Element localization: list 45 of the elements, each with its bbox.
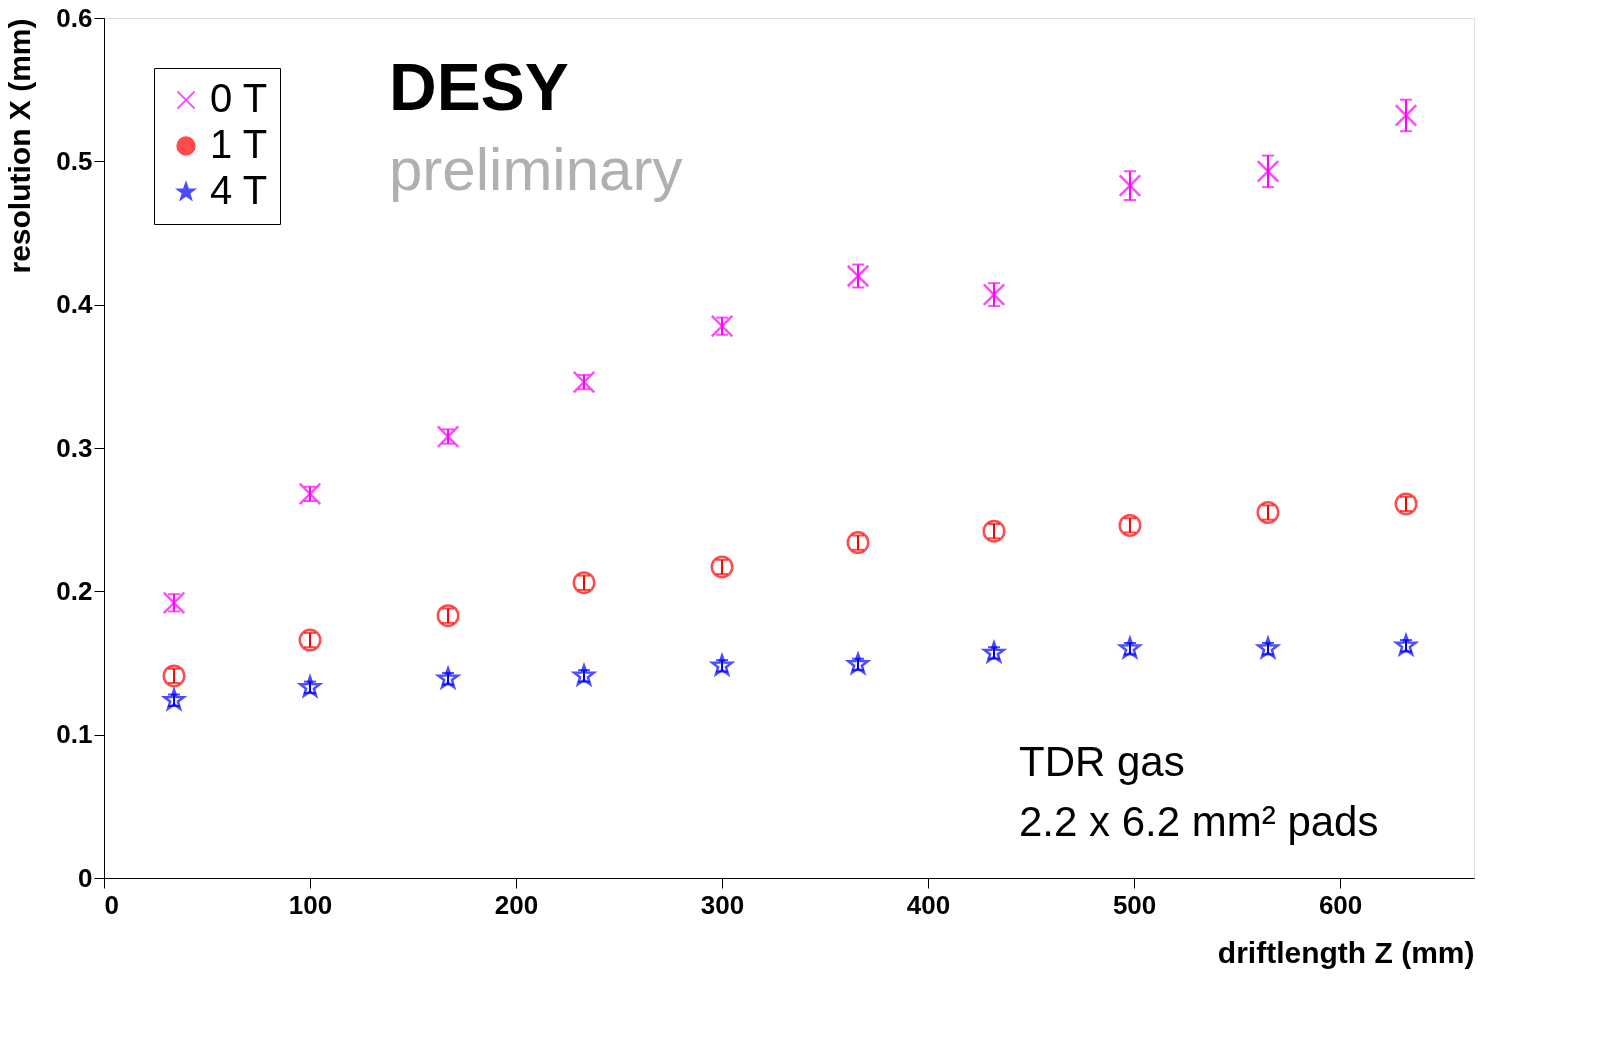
point	[1394, 492, 1418, 516]
point	[1118, 513, 1142, 537]
y-tick-label: 0	[78, 862, 93, 893]
point	[162, 664, 186, 688]
point	[1256, 159, 1280, 183]
legend-label: 4 T	[210, 168, 268, 212]
point	[572, 571, 596, 595]
point	[161, 686, 188, 712]
x-tick-label: 500	[1112, 889, 1157, 920]
y-axis-title: resolution X (mm)	[3, 18, 37, 274]
annotation: TDR gas	[1019, 738, 1185, 785]
y-tick-label: 0.3	[56, 432, 93, 463]
x-tick-label: 200	[494, 889, 539, 920]
point	[436, 604, 460, 628]
point	[1256, 501, 1280, 524]
point	[710, 555, 734, 579]
x-tick-label: 600	[1318, 889, 1363, 920]
y-tick-label: 0.5	[56, 145, 93, 176]
x-tick-label: 400	[906, 889, 951, 920]
legend-label: 0 T	[210, 76, 268, 120]
point	[846, 531, 870, 555]
legend-label: 1 T	[210, 122, 268, 166]
point	[1394, 103, 1418, 127]
point	[436, 425, 460, 449]
x-tick-label: 100	[288, 889, 333, 920]
point	[982, 283, 1006, 307]
point	[846, 264, 870, 288]
point	[572, 370, 596, 394]
y-tick-label: 0.4	[56, 289, 94, 320]
point	[298, 482, 322, 506]
y-tick-label: 0.1	[56, 719, 93, 750]
point	[162, 591, 186, 615]
annotation: 2.2 x 6.2 mm² pads	[1019, 798, 1379, 845]
point	[1118, 174, 1142, 198]
annotation: preliminary	[389, 136, 683, 203]
y-tick-label: 0.2	[56, 575, 93, 606]
x-tick-label: 0	[104, 889, 119, 920]
x-tick-label: 300	[700, 889, 745, 920]
x-axis-title: driftlength Z (mm)	[1217, 935, 1475, 969]
point	[710, 314, 734, 338]
point	[435, 665, 462, 691]
point	[982, 519, 1006, 543]
y-tick-label: 0.6	[56, 2, 93, 33]
point	[298, 628, 322, 652]
annotation: DESY	[389, 50, 569, 124]
